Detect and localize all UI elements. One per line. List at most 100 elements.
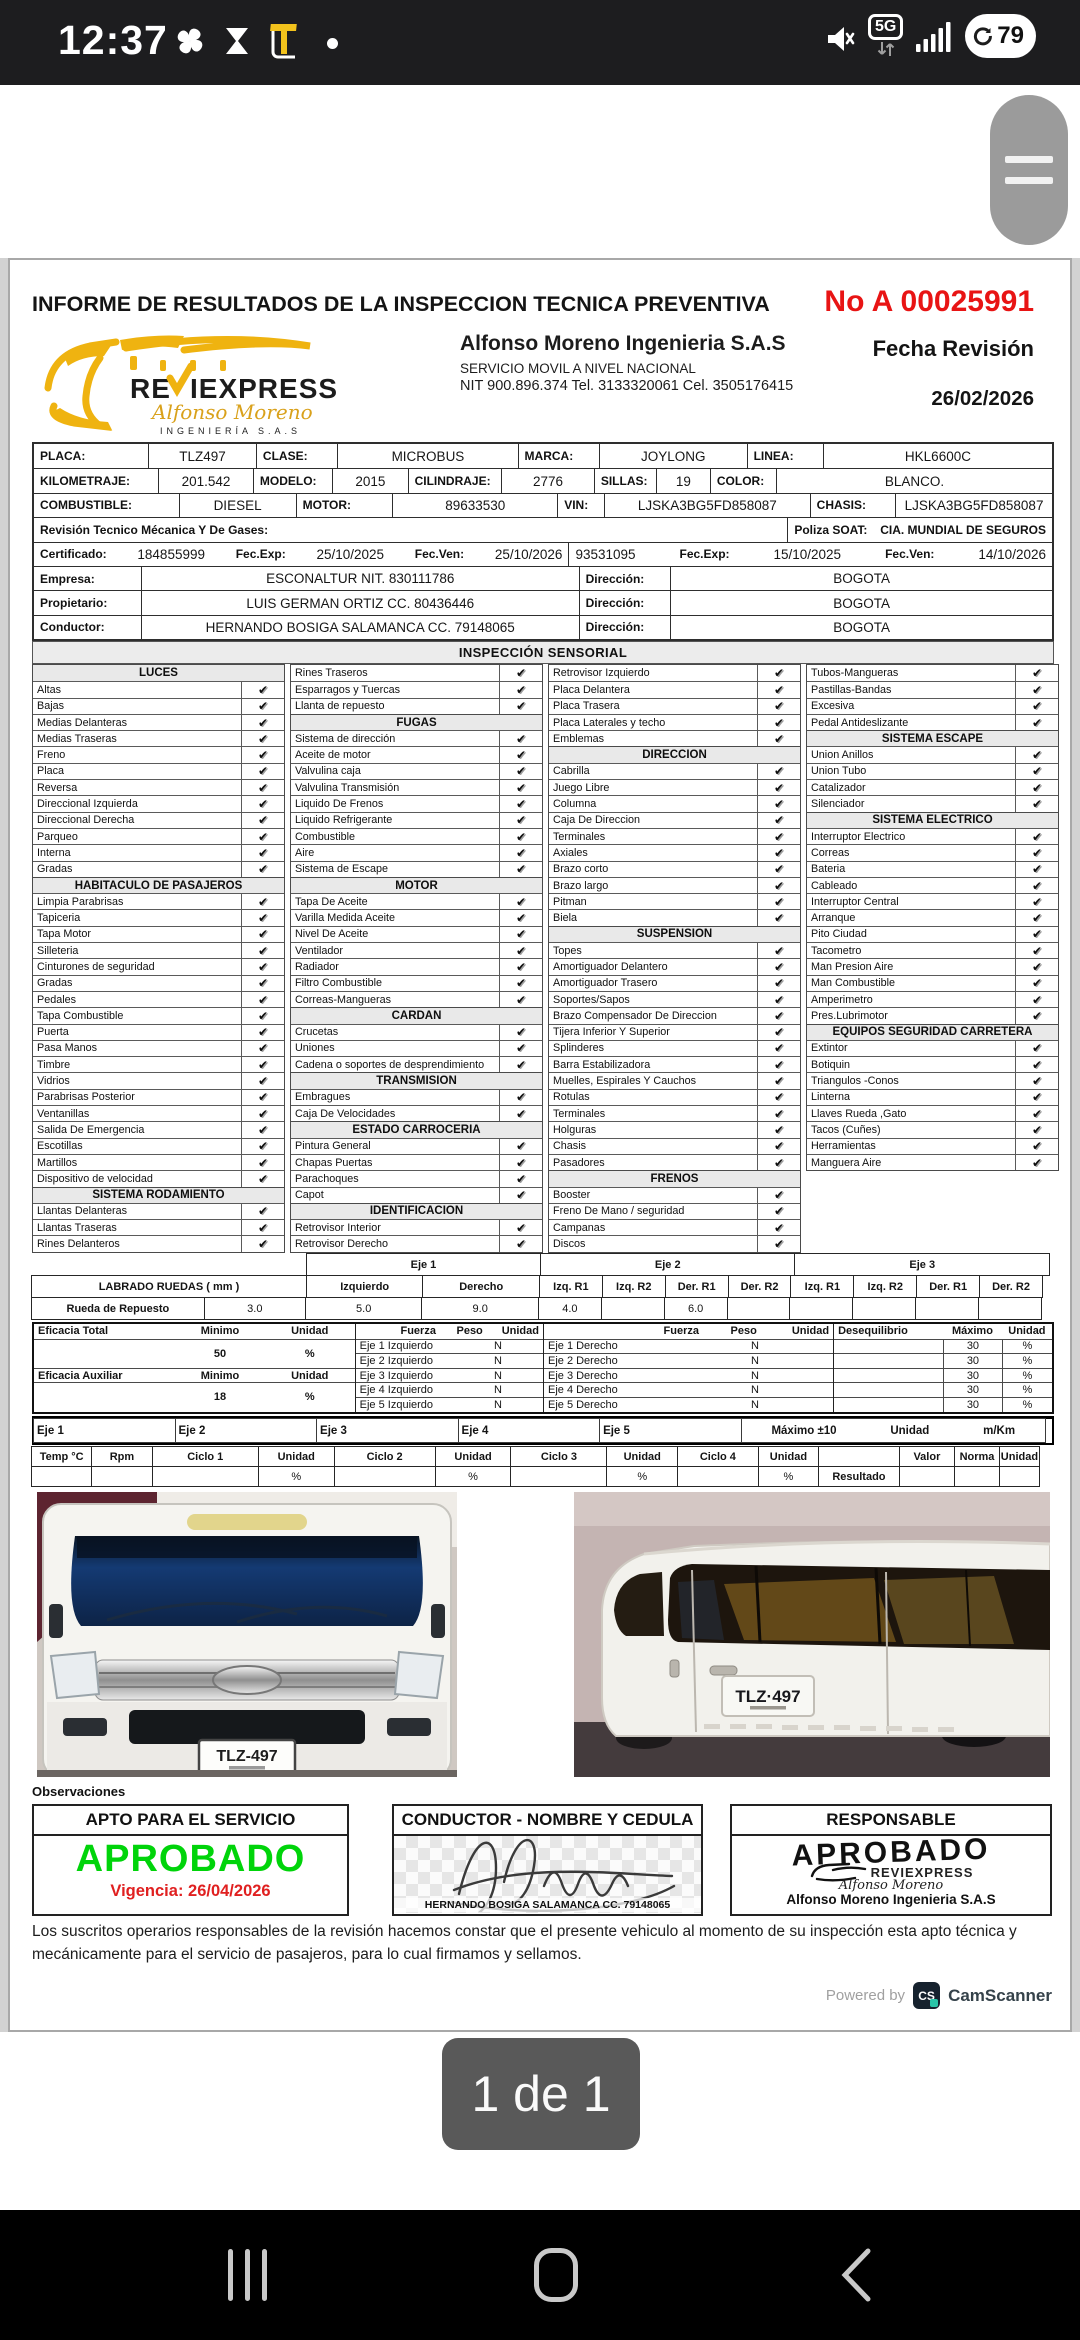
table-cell xyxy=(915,1297,980,1320)
vehicle-row: Empresa: ESCONALTUR NIT. 830111786 Direcci… xyxy=(34,565,1052,591)
checkmark-icon: ✔ xyxy=(515,911,527,926)
vehicle-cell: Revisión Tecnico Mécanica Y De Gases: xyxy=(34,518,787,541)
vehicle-cell: 2015 xyxy=(332,469,407,493)
checklist-item: Valvulina caja ✔ xyxy=(291,762,542,780)
checkmark-icon: ✔ xyxy=(1031,1041,1043,1056)
table-row: Eje 1 Derecho N xyxy=(543,1338,834,1354)
field-label: SILLAS: xyxy=(600,474,648,489)
home-button[interactable] xyxy=(534,2248,578,2307)
vehicle-cell: CHASIS: xyxy=(809,493,896,518)
checklist-checkbox: ✔ xyxy=(758,796,800,811)
checkmark-icon: ✔ xyxy=(257,911,269,926)
table-cell xyxy=(513,1354,543,1368)
labrado-ruedas-table: Eje 1 Eje 2 Eje 3 LABRADO RUEDAS ( mm ) Izqu… xyxy=(31,1253,1054,1320)
stamp-brand: REVIEXPRESS xyxy=(870,1864,974,1880)
checklist-checkbox: ✔ xyxy=(242,1171,284,1186)
table-cell xyxy=(513,1340,543,1354)
table-row: Eje 4 Izquierdo N xyxy=(355,1382,543,1397)
field-value: 2015 xyxy=(355,473,386,489)
stamp-script: Alfonso Moreno xyxy=(838,1878,944,1893)
checklist-checkbox: ✔ xyxy=(242,1204,284,1219)
field-label: Dirección: xyxy=(585,620,645,635)
checklist-item-label: Llanta de repuesto xyxy=(291,698,500,714)
table-cell: Eje 3 xyxy=(794,1253,1050,1276)
checklist-item: Cinturones de seguridad ✔ xyxy=(33,958,284,975)
checkmark-icon: ✔ xyxy=(257,1025,269,1040)
checklist-item-label: Correas-Mangueras xyxy=(291,991,500,1008)
checklist-item-label: Cableado xyxy=(807,877,1016,894)
table-cell: Peso xyxy=(456,1325,483,1338)
checklist-section-header: CARDAN xyxy=(291,1007,542,1024)
checklist-item-label: Catalizador xyxy=(807,780,1016,796)
checklist-checkbox: ✔ xyxy=(758,1204,800,1219)
table-cell xyxy=(781,1369,833,1383)
checkmark-icon: ✔ xyxy=(257,845,269,860)
scrollbar-handle[interactable] xyxy=(990,95,1068,245)
table-cell: N xyxy=(494,1398,502,1411)
checkmark-icon: ✔ xyxy=(773,1122,785,1137)
table-cell: Unidad xyxy=(291,1369,329,1382)
checklist-item: Martillos ✔ xyxy=(33,1153,284,1171)
checklist-item: Llanta de repuesto ✔ xyxy=(291,697,542,714)
table-cell xyxy=(834,1398,943,1412)
checklist-checkbox: ✔ xyxy=(758,1073,800,1088)
table-cell: Máximo xyxy=(951,1325,993,1338)
checkmark-icon: ✔ xyxy=(515,1139,527,1154)
checklist-item-label: Tapa De Aceite xyxy=(291,894,500,910)
eficacia-block: Fuerza Peso Unidad Eje 1 Derecho N Eje 2 Dere… xyxy=(542,1324,834,1412)
checkmark-icon: ✔ xyxy=(257,813,269,828)
checkmark-icon: ✔ xyxy=(1031,894,1043,909)
checklist-item: Soportes/Sapos ✔ xyxy=(549,990,800,1008)
checkmark-icon: ✔ xyxy=(257,829,269,844)
back-button[interactable] xyxy=(840,2248,872,2307)
checklist-item: Chasis ✔ xyxy=(549,1137,800,1154)
checklist-item-label: Placa Laterales y techo xyxy=(549,714,758,731)
table-cell: % xyxy=(434,1466,512,1487)
checklist-item-label: Liquido De Frenos xyxy=(291,796,500,812)
table-cell: Minimo xyxy=(200,1325,240,1338)
checklist-section-header: TRANSMISION xyxy=(291,1072,542,1089)
checkmark-icon: ✔ xyxy=(773,911,785,926)
table-cell: % xyxy=(606,1466,678,1487)
checkmark-icon: ✔ xyxy=(773,1041,785,1056)
checklist-item-label: Rotulas xyxy=(549,1089,758,1106)
checkmark-icon: ✔ xyxy=(257,927,269,942)
checklist-checkbox: ✔ xyxy=(242,1073,284,1088)
checklist-section-header: DIRECCION xyxy=(549,746,800,763)
checkmark-icon: ✔ xyxy=(257,959,269,974)
checklist-item: Interna ✔ xyxy=(33,844,284,861)
checklist-item: Extintor ✔ xyxy=(807,1039,1058,1057)
checklist-checkbox: ✔ xyxy=(1016,764,1058,779)
table-cell xyxy=(954,1466,1000,1487)
checkmark-icon: ✔ xyxy=(257,976,269,991)
checklist-item: Medias Delanteras ✔ xyxy=(33,713,284,731)
table-cell: 3.0 xyxy=(203,1297,306,1320)
checkmark-icon: ✔ xyxy=(773,1155,785,1170)
table-cell: Izquierdo xyxy=(305,1275,424,1298)
checklist-section-header: SUSPENSION xyxy=(549,925,800,943)
checklist-item-label: Pitman xyxy=(549,894,758,910)
checkmark-icon: ✔ xyxy=(257,699,269,714)
signal-strength-icon xyxy=(916,22,952,57)
vehicle-cell: 89633530 xyxy=(392,493,557,518)
table-row: 30% xyxy=(834,1396,1052,1412)
checkmark-icon: ✔ xyxy=(257,894,269,909)
recents-button[interactable] xyxy=(228,2248,272,2307)
field-value: 15/10/2025 xyxy=(773,546,842,562)
checkmark-icon: ✔ xyxy=(1031,959,1043,974)
checkmark-icon: ✔ xyxy=(1031,976,1043,991)
powered-by-label: Powered by xyxy=(825,1987,906,2004)
table-cell: Unidad xyxy=(434,1446,512,1467)
table-cell: N xyxy=(751,1369,759,1382)
checkmark-icon: ✔ xyxy=(773,959,785,974)
camscanner-icon: CS xyxy=(913,1982,941,2009)
table-cell: 30 xyxy=(943,1397,1002,1412)
field-value: 2776 xyxy=(533,473,564,489)
table-cell: Eje 2 xyxy=(539,1253,796,1276)
checklist-checkbox: ✔ xyxy=(758,959,800,974)
checkmark-icon: ✔ xyxy=(773,780,785,795)
field-value: BOGOTA xyxy=(833,619,890,635)
checklist-item: Interruptor Electrico ✔ xyxy=(807,827,1058,845)
table-row: Eje 1 Eje 2 Eje 3 Eje 4 Eje 5 Máximo ±10 Unida… xyxy=(33,1418,1052,1443)
